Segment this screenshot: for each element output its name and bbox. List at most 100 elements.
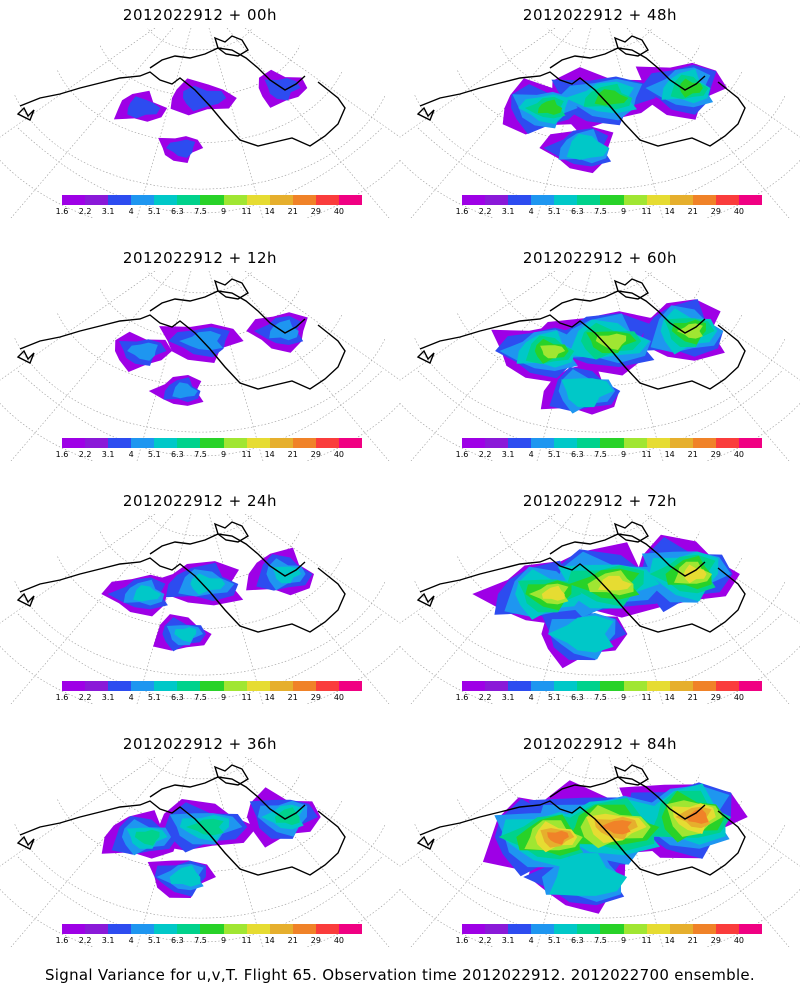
colorbar-swatch — [131, 681, 155, 691]
coastline-path — [419, 314, 746, 390]
coastline-path — [19, 71, 346, 147]
colorbar-tick-label: 14 — [664, 693, 675, 702]
variance-contour — [594, 89, 629, 106]
colorbar-swatch — [508, 438, 532, 448]
latitude-line — [547, 28, 653, 51]
coastline-path — [549, 533, 706, 577]
colorbar-swatch — [85, 924, 109, 934]
colorbar-labels: 1.6 2.2 3.1 4 5.1 6.3 7.5 9 11 14 21 29 40 — [456, 450, 762, 462]
meridian-line — [400, 271, 556, 381]
colorbar-tick-label: 1.6 — [455, 207, 469, 216]
colorbar-tick-label: 6.3 — [571, 936, 584, 945]
variance-field — [113, 69, 308, 163]
colorbar-tick-label: 29 — [310, 450, 321, 459]
meridian-line — [136, 28, 192, 218]
colorbar-tick-label: 40 — [333, 693, 345, 702]
colorbar-swatch — [485, 924, 509, 934]
colorbar-tick-label: 7.5 — [594, 693, 607, 702]
colorbar-swatch — [200, 195, 224, 205]
colorbar-swatch — [485, 438, 509, 448]
colorbar-swatch — [623, 195, 647, 205]
variance-map — [400, 271, 800, 461]
panel-title: 2012022912 + 84h — [522, 735, 678, 753]
colorbar-swatch — [315, 195, 339, 205]
colorbar-swatch — [338, 438, 363, 448]
colorbar — [462, 681, 763, 691]
latitude-line — [147, 757, 253, 780]
meridian-line — [644, 514, 800, 624]
colorbar-swatch — [669, 924, 693, 934]
colorbar-tick-label: 6.3 — [171, 450, 184, 459]
meridian-line — [244, 514, 400, 624]
colorbar-tick-label: 5.1 — [547, 207, 561, 216]
colorbar-tick-label: 14 — [264, 693, 275, 702]
colorbar-swatch — [554, 195, 578, 205]
colorbar-swatch — [738, 681, 763, 691]
colorbar-swatch — [623, 438, 647, 448]
meridian-line — [0, 271, 156, 381]
colorbar — [62, 438, 363, 448]
colorbar-tick-label: 5.1 — [547, 450, 561, 459]
variance-field — [482, 780, 748, 914]
coastline-path — [213, 35, 249, 57]
colorbar-swatch — [577, 195, 601, 205]
latitude-line — [14, 581, 386, 676]
colorbar-tick-label: 2.2 — [78, 693, 92, 702]
colorbar-swatch — [223, 924, 247, 934]
colorbar-tick-label: 6.3 — [571, 207, 584, 216]
colorbar-swatch — [338, 195, 363, 205]
coastline-path — [19, 800, 346, 876]
colorbar-swatch — [315, 438, 339, 448]
variance-contour — [183, 85, 227, 112]
meridian-line — [0, 757, 156, 867]
colorbar — [462, 924, 763, 934]
colorbar-labels: 1.6 2.2 3.1 4 5.1 6.3 7.5 9 11 14 21 29 40 — [456, 693, 762, 705]
colorbar — [62, 195, 363, 205]
coastline — [16, 521, 346, 633]
colorbar-swatch — [338, 681, 363, 691]
colorbar-swatch — [108, 195, 132, 205]
colorbar-tick-label: 3.1 — [501, 936, 515, 945]
colorbar-tick-label: 11 — [241, 693, 252, 702]
colorbar-labels: 1.6 2.2 3.1 4 5.1 6.3 7.5 9 11 14 21 29 40 — [56, 693, 362, 705]
colorbar-tick-label: 21 — [687, 207, 698, 216]
colorbar-tick-label: 21 — [287, 450, 298, 459]
map-boundary — [417, 856, 783, 943]
coastline-path — [416, 349, 435, 364]
colorbar-tick-label: 1.6 — [455, 936, 469, 945]
map-boundary — [417, 613, 783, 700]
colorbar-tick-label: 2.2 — [478, 450, 492, 459]
colorbar-tick-label: 40 — [733, 693, 745, 702]
meridian-line — [644, 271, 800, 381]
map-panel: 2012022912 + 48h 1.6 2.2 3.1 4 5.1 6.3 7.5 9 11 1… — [400, 0, 800, 243]
colorbar-swatch — [131, 195, 155, 205]
variance-contour — [133, 585, 162, 602]
colorbar-tick-label: 3.1 — [101, 693, 115, 702]
colorbar-swatch — [462, 438, 486, 448]
colorbar-tick-label: 11 — [641, 450, 652, 459]
latitude-line — [547, 514, 653, 537]
meridian-line — [400, 514, 556, 624]
meridian-line — [136, 271, 192, 461]
variance-field — [115, 312, 308, 406]
colorbar-swatch — [269, 924, 293, 934]
variance-contour — [274, 807, 300, 826]
coastline-path — [419, 71, 746, 147]
colorbar-swatch — [692, 438, 716, 448]
variance-contour — [566, 133, 609, 160]
colorbar-tick-label: 21 — [687, 450, 698, 459]
colorbar-swatch — [200, 924, 224, 934]
colorbar-swatch — [246, 681, 270, 691]
colorbar-swatch — [600, 438, 624, 448]
colorbar-swatch — [508, 681, 532, 691]
colorbar-tick-label: 4 — [528, 693, 534, 702]
colorbar-tick-label: 5.1 — [147, 207, 161, 216]
colorbar-tick-label: 7.5 — [194, 450, 207, 459]
coastline-path — [19, 314, 346, 390]
colorbar-tick-label: 4 — [128, 450, 134, 459]
colorbar-swatch — [200, 438, 224, 448]
colorbar-swatch — [108, 681, 132, 691]
colorbar-swatch — [531, 924, 555, 934]
latitude-line — [57, 556, 343, 629]
colorbar-tick-label: 1.6 — [55, 207, 69, 216]
